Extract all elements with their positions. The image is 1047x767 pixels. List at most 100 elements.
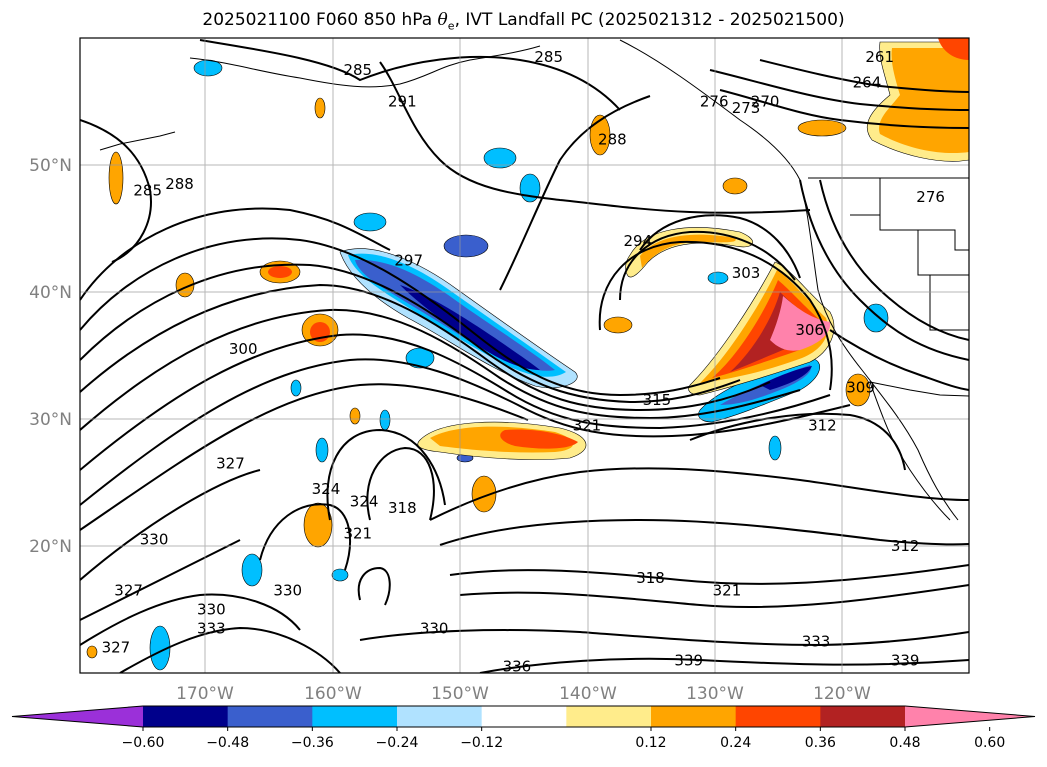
colorbar-segment bbox=[397, 706, 483, 727]
colorbar-tick-label: −0.12 bbox=[460, 735, 503, 751]
positive-anomaly-northeast-strong bbox=[938, 38, 969, 60]
contour-line bbox=[80, 358, 851, 506]
lat-tick-label: 50°N bbox=[29, 156, 72, 176]
contour-label: 264 bbox=[853, 73, 882, 91]
contour-label: 327 bbox=[114, 581, 143, 599]
negative-patch bbox=[768, 435, 782, 461]
contour-label: 327 bbox=[102, 639, 131, 657]
contour-label: 288 bbox=[165, 175, 194, 193]
positive-patch bbox=[108, 151, 124, 205]
colorbar-segment bbox=[735, 706, 821, 727]
title-prefix: 2025021100 F060 850 hPa bbox=[202, 10, 438, 30]
mexico-border bbox=[869, 381, 969, 397]
north-american-coast bbox=[619, 39, 959, 521]
contour-line bbox=[479, 657, 969, 673]
contour-label-layer: 285 2882852912852882942973003033063093123… bbox=[102, 48, 945, 676]
negative-patch bbox=[443, 234, 489, 258]
contour-label: 330 bbox=[420, 620, 449, 638]
colorbar-extend-min bbox=[12, 706, 143, 727]
contour-label: 270 bbox=[751, 93, 780, 111]
contour-label: 330 bbox=[140, 531, 169, 549]
graticule bbox=[80, 38, 969, 673]
state-border bbox=[918, 229, 969, 251]
contour-label: 285 bbox=[343, 61, 372, 79]
latitude-axis: 50°N 40°N 30°N 20°N bbox=[29, 156, 72, 557]
contour-label: 339 bbox=[891, 651, 920, 669]
positive-patch bbox=[797, 119, 847, 137]
contour-label: 288 bbox=[598, 131, 627, 149]
contour-line bbox=[439, 518, 969, 546]
contour-label: 330 bbox=[197, 601, 226, 619]
contour-label: 321 bbox=[713, 581, 742, 599]
contour-label: 306 bbox=[795, 321, 824, 339]
negative-patch bbox=[290, 379, 302, 397]
contour-line bbox=[80, 263, 741, 404]
map-plot-area: 285 2882852912852882942973003033063093123… bbox=[80, 38, 969, 676]
positive-patch bbox=[303, 502, 333, 548]
colorbar-tick-label: 0.48 bbox=[889, 735, 920, 751]
contour-label: 276 bbox=[700, 93, 729, 111]
contour-label: 300 bbox=[229, 340, 258, 358]
contour-line bbox=[80, 383, 529, 531]
positive-anomaly-arc-mid bbox=[640, 234, 736, 268]
contour-line bbox=[499, 95, 651, 291]
lon-tick-label: 170°W bbox=[176, 684, 234, 704]
contour-label: 336 bbox=[503, 658, 532, 676]
contour-line bbox=[80, 308, 801, 431]
colorbar-segment bbox=[651, 706, 737, 727]
state-border bbox=[929, 275, 969, 331]
contour-label: 321 bbox=[573, 416, 602, 434]
baja-california bbox=[869, 381, 951, 521]
negative-patch bbox=[379, 409, 391, 431]
colorbar-tick-label: 0.36 bbox=[805, 735, 836, 751]
theta-e-contours bbox=[80, 39, 969, 673]
contour-label: 312 bbox=[808, 416, 837, 434]
contour-line bbox=[799, 179, 969, 361]
contour-line bbox=[379, 61, 811, 214]
colorbar-tick-label: −0.48 bbox=[206, 735, 249, 751]
contour-line bbox=[598, 240, 833, 391]
contour-label: 321 bbox=[343, 524, 372, 542]
colorbar-segment bbox=[820, 706, 906, 727]
contour-label: 315 bbox=[643, 391, 672, 409]
colorbar-tick-label: −0.60 bbox=[122, 735, 165, 751]
contour-line bbox=[719, 89, 969, 129]
contour-line bbox=[429, 467, 969, 521]
negative-anomaly-band-core bbox=[400, 285, 540, 370]
longitude-axis: 170°W 160°W 150°W 140°W 130°W 120°W bbox=[176, 684, 871, 704]
colorbar-tick-label: −0.24 bbox=[376, 735, 419, 751]
aleutian-chain bbox=[99, 131, 176, 151]
lat-tick-label: 20°N bbox=[29, 537, 72, 557]
contour-label: 318 bbox=[636, 569, 665, 587]
lat-tick-label: 30°N bbox=[29, 410, 72, 430]
contour-label: 309 bbox=[846, 378, 875, 396]
negative-patch bbox=[241, 553, 263, 587]
contour-line bbox=[619, 230, 796, 301]
negative-patch bbox=[483, 147, 517, 169]
contour-line bbox=[819, 179, 969, 341]
positive-patch bbox=[268, 266, 292, 278]
colorbar-segment bbox=[481, 706, 567, 727]
negative-anomaly-coast-core bbox=[760, 366, 812, 390]
contour-line bbox=[259, 503, 351, 571]
title-theta-symbol: θ bbox=[437, 10, 448, 30]
colorbar-segment bbox=[312, 706, 398, 727]
colorbar-tick-label: 0.60 bbox=[974, 735, 1005, 751]
contour-label: 294 bbox=[623, 232, 652, 250]
contour-label: 324 bbox=[312, 480, 341, 498]
contour-line bbox=[639, 214, 801, 279]
map-frame bbox=[79, 37, 970, 674]
contour-line bbox=[459, 584, 969, 609]
contour-label: 333 bbox=[802, 632, 831, 650]
negative-patch bbox=[863, 303, 889, 333]
map-title: 2025021100 F060 850 hPa θe, IVT Landfall… bbox=[0, 10, 1047, 32]
colorbar: −0.60 −0.48 −0.36 −0.24 −0.12 0.12 0.24 0.36 0.4… bbox=[11, 705, 1036, 751]
contour-line bbox=[80, 283, 771, 412]
lon-tick-label: 130°W bbox=[686, 684, 744, 704]
positive-patch bbox=[845, 373, 871, 407]
title-subscript: e bbox=[447, 19, 455, 33]
contour-label: 285 bbox=[534, 48, 563, 66]
contour-line bbox=[829, 329, 969, 391]
contour-label: 276 bbox=[916, 188, 945, 206]
